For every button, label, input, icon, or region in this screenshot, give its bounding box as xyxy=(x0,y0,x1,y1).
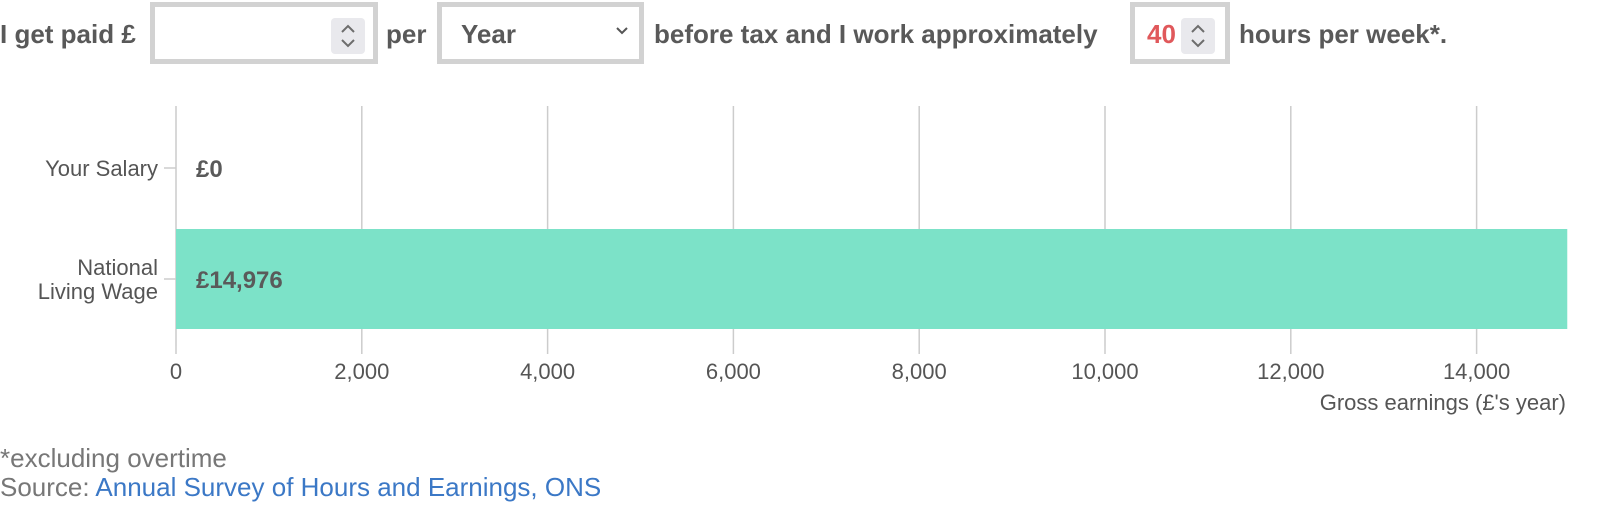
source-label: Source: xyxy=(0,472,96,502)
value-label: £14,976 xyxy=(196,267,283,294)
spinner-arrows-icon xyxy=(341,24,355,48)
value-label: £0 xyxy=(196,156,223,183)
chevron-down-icon xyxy=(616,27,628,35)
hours-input[interactable]: 40 xyxy=(1130,2,1230,64)
x-tick-label: 6,000 xyxy=(706,359,761,384)
x-tick-label: 4,000 xyxy=(520,359,575,384)
period-select[interactable]: Year xyxy=(437,2,644,64)
per-label: per xyxy=(386,19,427,49)
footnote-overtime: *excluding overtime xyxy=(0,443,227,473)
category-label: National xyxy=(77,255,158,280)
hours-suffix-label: hours per week*. xyxy=(1239,19,1448,49)
source-link[interactable]: Annual Survey of Hours and Earnings, ONS xyxy=(95,472,602,502)
x-tick-label: 14,000 xyxy=(1443,359,1510,384)
salary-form: I get paid £ per Year before tax and I w… xyxy=(0,0,1599,68)
x-tick-label: 0 xyxy=(170,359,182,384)
hours-spinner[interactable] xyxy=(1181,18,1215,54)
salary-input[interactable] xyxy=(150,2,378,64)
salary-input-field[interactable] xyxy=(155,7,325,59)
source-line: Source: Annual Survey of Hours and Earni… xyxy=(0,472,601,502)
category-label: Your Salary xyxy=(45,156,158,181)
x-tick-label: 2,000 xyxy=(334,359,389,384)
x-tick-label: 8,000 xyxy=(892,359,947,384)
x-tick-label: 12,000 xyxy=(1257,359,1324,384)
x-axis-title: Gross earnings (£'s year) xyxy=(1320,390,1566,415)
before-tax-label: before tax and I work approximately xyxy=(654,19,1098,49)
earnings-bar-chart: 0 2,000 4,000 6,000 8,000 10,000 12,000 14,000 Y… xyxy=(38,106,1568,415)
category-label: Living Wage xyxy=(38,279,158,304)
bar xyxy=(176,229,1568,329)
period-select-value: Year xyxy=(461,19,516,49)
hours-input-value[interactable]: 40 xyxy=(1147,19,1176,49)
spinner-arrows-icon xyxy=(1191,24,1205,48)
salary-prefix-label: I get paid £ xyxy=(0,19,136,49)
x-tick-label: 10,000 xyxy=(1071,359,1138,384)
salary-spinner[interactable] xyxy=(331,18,365,54)
